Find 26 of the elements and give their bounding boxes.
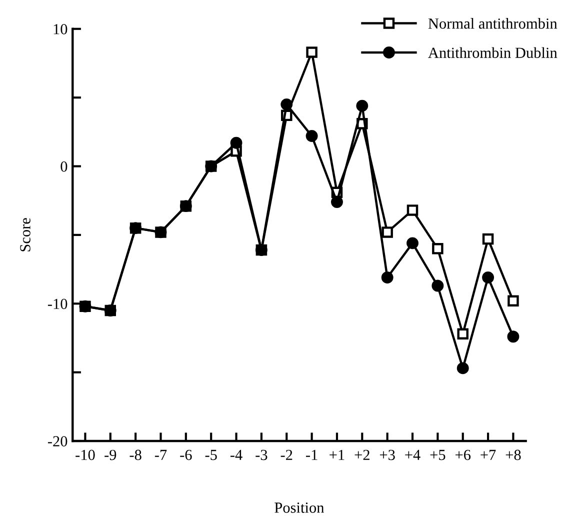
y-axis-title: Score: [20, 218, 30, 252]
x-tick-label: -5: [205, 450, 217, 460]
x-tick-label: +5: [430, 450, 446, 460]
x-tick-label: -7: [154, 450, 167, 460]
x-tick-label: -10: [76, 450, 95, 460]
x-tick-label: -8: [130, 450, 142, 460]
x-tick-label: +2: [354, 450, 370, 460]
legend-label: Normal antithrombin: [428, 18, 558, 29]
x-tick-label: -4: [230, 450, 242, 460]
x-tick-label: +7: [480, 450, 496, 460]
x-tick-label: +4: [405, 450, 420, 460]
y-tick-label: 10: [54, 24, 68, 34]
x-tick-label: -2: [280, 450, 292, 460]
y-tick-label: -10: [48, 298, 68, 310]
y-tick-label: 0: [60, 161, 68, 172]
x-tick-label: +6: [456, 450, 471, 460]
x-tick-label: -1: [306, 450, 318, 460]
x-tick-label: +3: [380, 450, 395, 460]
y-tick-label: -20: [48, 436, 68, 446]
x-tick-label: -6: [180, 450, 192, 460]
x-tick-label: +8: [506, 450, 521, 460]
x-axis-title: Position: [274, 502, 324, 513]
x-tick-label: +1: [330, 450, 344, 460]
x-tick-label: -9: [104, 450, 116, 460]
legend-label: Antithrombin Dublin: [428, 47, 558, 58]
x-tick-label: -3: [256, 450, 268, 460]
